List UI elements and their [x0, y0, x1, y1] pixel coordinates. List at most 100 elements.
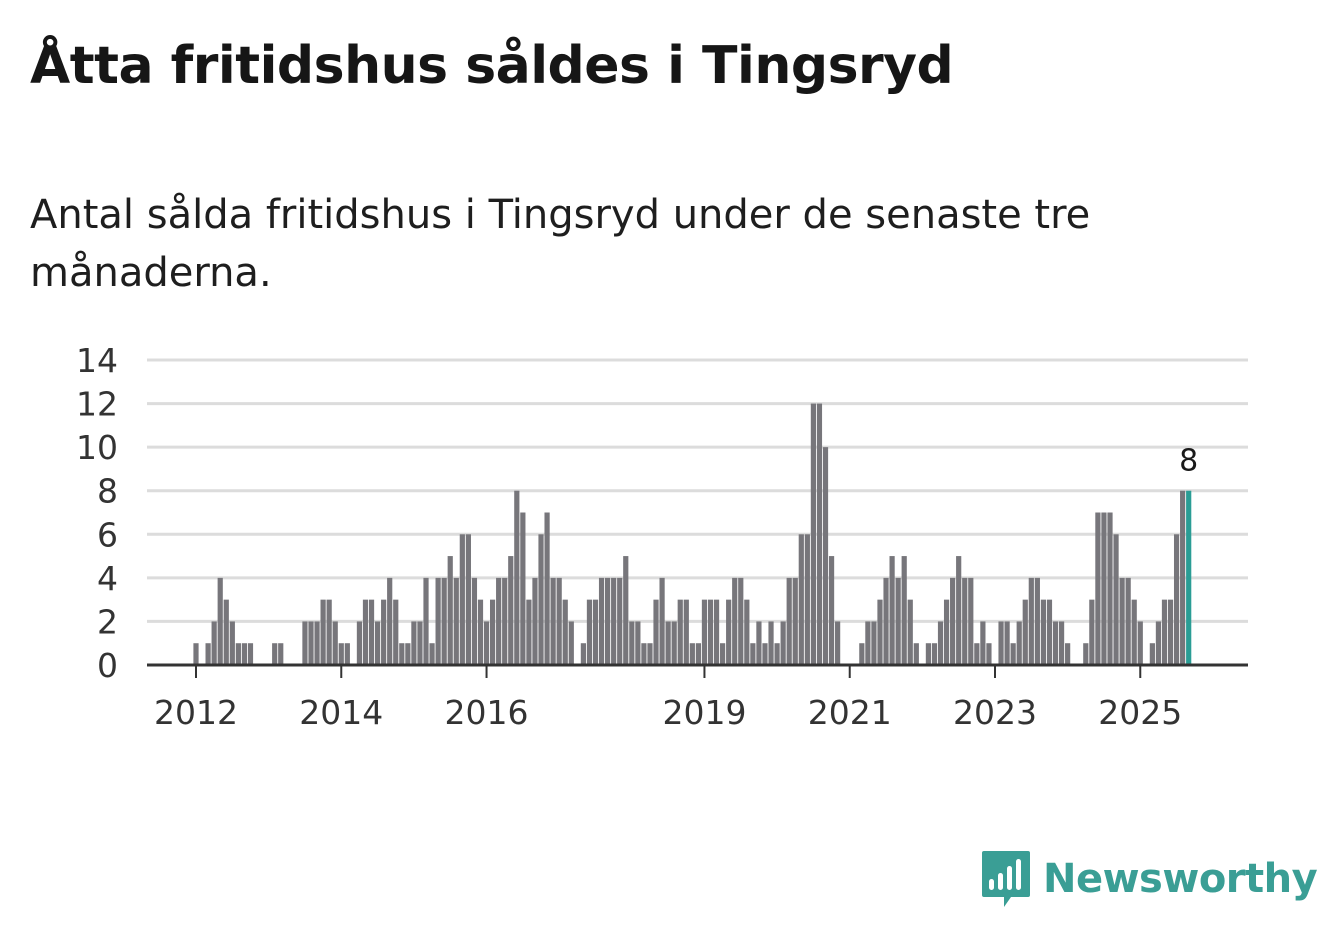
bar: [677, 599, 683, 665]
y-tick-label: 8: [97, 472, 118, 511]
bar: [223, 599, 229, 665]
bar: [278, 643, 284, 665]
bar: [1040, 599, 1047, 665]
bar: [889, 556, 895, 665]
x-tick-label: 2019: [662, 693, 746, 732]
chart-subtitle: Antal sålda fritidshus i Tingsryd under …: [30, 192, 1091, 296]
bar: [665, 621, 671, 665]
brand-name: Newsworthy: [1043, 856, 1318, 902]
bar: [635, 621, 641, 665]
bar: [980, 621, 986, 665]
bar: [877, 599, 883, 665]
bar: [871, 621, 877, 665]
bar: [974, 643, 980, 665]
bar: [998, 621, 1004, 665]
bar: [205, 643, 211, 665]
bar: [1149, 643, 1155, 665]
bar: [429, 643, 435, 665]
x-tick-label: 2014: [299, 693, 383, 732]
bar: [707, 599, 714, 665]
bar: [538, 534, 544, 665]
bar: [435, 577, 441, 665]
bar: [907, 599, 913, 665]
bar: [683, 599, 689, 665]
bar: [1095, 512, 1101, 665]
bar: [720, 643, 726, 665]
y-tick-label: 6: [97, 515, 118, 554]
bar: [956, 556, 962, 665]
bar: [1161, 599, 1168, 665]
bar: [556, 577, 562, 665]
bar: [671, 621, 677, 665]
bar: [338, 643, 344, 665]
x-tick-label: 2016: [445, 693, 529, 732]
bar: [592, 599, 599, 665]
bar: [726, 599, 732, 665]
bar: [835, 621, 841, 665]
bar: [496, 577, 502, 665]
bar: [459, 534, 465, 665]
bar: [786, 577, 792, 665]
bar: [1131, 599, 1137, 665]
bar: [1180, 490, 1186, 665]
bar: [859, 643, 865, 665]
y-tick-label: 2: [97, 602, 118, 641]
bar: [1022, 599, 1028, 665]
bar: [1107, 512, 1113, 665]
bar: [792, 577, 798, 665]
bar: [393, 599, 399, 665]
bar: [732, 577, 738, 665]
bar: [901, 556, 907, 665]
bar: [235, 643, 241, 665]
bar: [399, 643, 405, 665]
bar: [1125, 577, 1131, 665]
bar: [417, 621, 423, 665]
y-tick-label: 4: [97, 559, 118, 598]
bar: [756, 621, 762, 665]
bar: [1010, 643, 1016, 665]
bar: [314, 621, 320, 665]
bar: [659, 577, 665, 665]
bar: [913, 643, 919, 665]
bar: [744, 599, 750, 665]
bar: [695, 643, 701, 665]
bar: [532, 577, 538, 665]
bar: [241, 643, 248, 665]
bar: [816, 403, 823, 665]
bar: [423, 577, 429, 665]
bar: [774, 643, 780, 665]
bar: [477, 599, 484, 665]
bar: [653, 599, 659, 665]
bar: [544, 512, 550, 665]
bar: [320, 599, 326, 665]
bar: [750, 643, 756, 665]
bar: [713, 599, 720, 665]
bar: [883, 577, 889, 665]
bar: [356, 621, 363, 665]
bar: [865, 621, 871, 665]
bar: [931, 643, 938, 665]
bar: [550, 577, 556, 665]
bar: [447, 556, 453, 665]
bar: [520, 512, 526, 665]
bar: [762, 643, 768, 665]
bar: [211, 621, 217, 665]
bar: [368, 599, 375, 665]
bar: [1119, 577, 1125, 665]
bar: [272, 643, 278, 665]
bar: [641, 643, 647, 665]
bar: [617, 577, 623, 665]
bar-chart: 0 2 4 6 8 10 12 14 2012 2014 2016 2019 2021 2023 2025 8: [76, 341, 1248, 732]
bar: [502, 577, 508, 665]
bar: [411, 621, 417, 665]
bar: [374, 621, 381, 665]
bar: [828, 556, 835, 665]
newsworthy-logo: Newsworthy: [981, 849, 1318, 909]
bar: [689, 643, 695, 665]
bar: [362, 599, 369, 665]
bar: [1065, 643, 1071, 665]
bar: [1101, 512, 1107, 665]
bar: [508, 556, 514, 665]
bar: [895, 577, 901, 665]
bar: [1058, 621, 1065, 665]
